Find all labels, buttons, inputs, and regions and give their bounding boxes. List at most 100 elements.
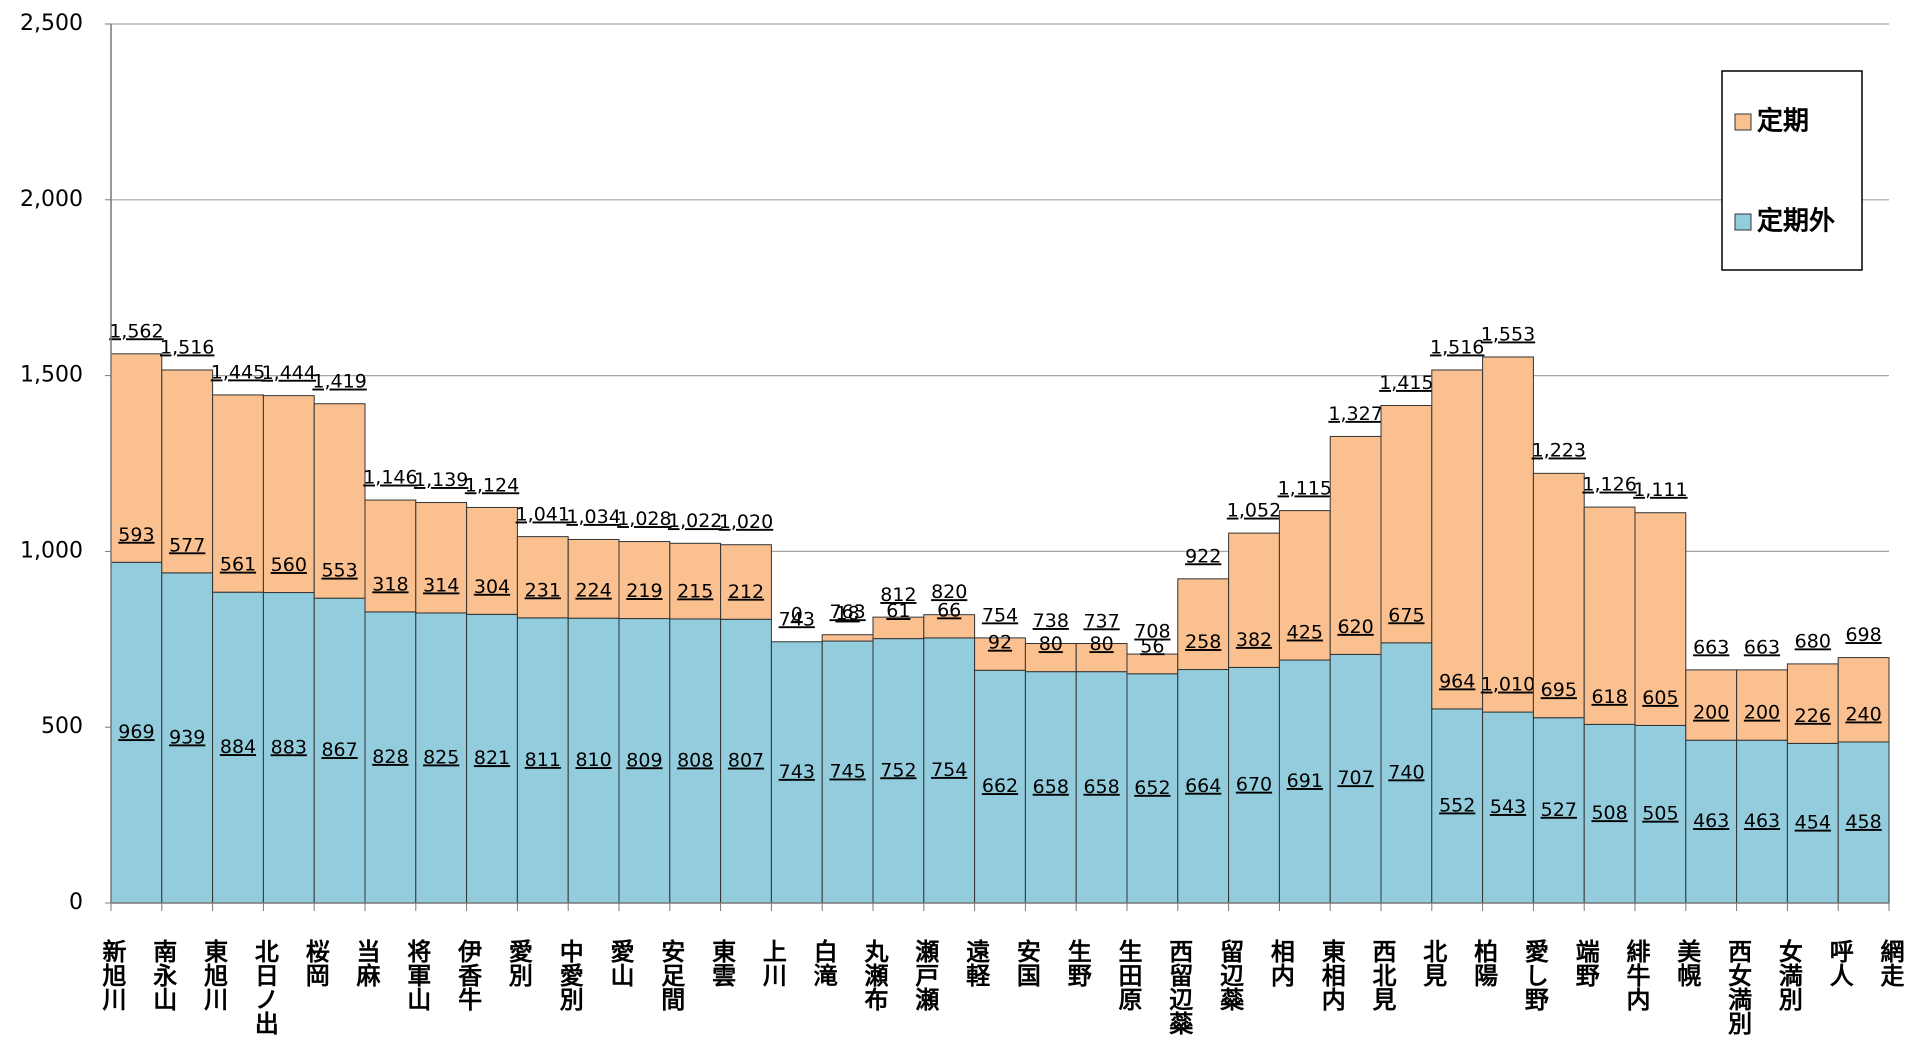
data-label: 828 <box>372 746 408 768</box>
bar-segment <box>1228 666 1280 904</box>
total-label: 1,553 <box>1481 323 1535 345</box>
data-label: 964 <box>1439 670 1475 692</box>
x-tick-label: 網走 <box>1876 939 1904 988</box>
data-label: 463 <box>1693 810 1729 832</box>
bar-segment <box>1532 717 1585 904</box>
legend-label: 定期 <box>1757 106 1809 137</box>
total-label: 1,124 <box>465 474 519 496</box>
bar-segment <box>618 618 671 904</box>
bar-segment <box>415 612 468 904</box>
total-label: 1,115 <box>1278 477 1332 499</box>
data-label: 552 <box>1439 794 1475 816</box>
total-label: 763 <box>829 601 865 623</box>
data-label: 1,010 <box>1481 674 1535 696</box>
data-label: 508 <box>1591 802 1627 824</box>
bar-segment <box>364 611 417 904</box>
bar-segment <box>1583 506 1636 725</box>
data-label: 740 <box>1388 761 1424 783</box>
x-tick-label: 生野 <box>1063 939 1091 988</box>
data-label: 808 <box>677 749 713 771</box>
total-label: 1,444 <box>262 362 316 384</box>
data-label: 810 <box>575 749 611 771</box>
total-label: 1,223 <box>1532 439 1586 461</box>
total-label: 1,445 <box>211 361 265 383</box>
bar-segment <box>313 597 366 904</box>
data-label: 92 <box>988 632 1012 654</box>
x-tick-label: 愛別 <box>504 939 532 988</box>
bar-segment <box>110 561 163 904</box>
data-label: 883 <box>271 736 307 758</box>
bar-segment <box>923 614 976 639</box>
x-tick-label: 生田原 <box>1114 939 1142 1012</box>
legend-box <box>1721 70 1863 271</box>
bar-segment <box>313 403 366 599</box>
data-label: 939 <box>169 726 205 748</box>
data-label: 560 <box>271 554 307 576</box>
data-label: 620 <box>1337 616 1373 638</box>
total-label: 1,516 <box>1430 336 1484 358</box>
bar-segment <box>872 638 925 904</box>
y-tick-label: 2,000 <box>20 187 83 212</box>
data-label: 454 <box>1795 812 1831 834</box>
total-label: 698 <box>1845 624 1881 646</box>
data-label: 219 <box>626 580 662 602</box>
bar-segment <box>669 542 722 620</box>
bar-segment <box>1685 739 1738 904</box>
x-tick-label: 瀬戸瀬 <box>911 939 939 1012</box>
total-label: 1,111 <box>1633 479 1687 501</box>
y-tick-label: 500 <box>41 714 83 739</box>
data-label: 382 <box>1236 629 1272 651</box>
data-label: 200 <box>1693 702 1729 724</box>
bar-segment <box>161 369 214 574</box>
bar-segment <box>1482 356 1534 713</box>
data-label: 543 <box>1490 796 1526 818</box>
bar-segment <box>1736 739 1788 904</box>
data-label: 318 <box>372 573 408 595</box>
total-label: 1,126 <box>1582 474 1636 496</box>
total-label: 738 <box>1033 610 1069 632</box>
data-label: 969 <box>118 721 154 743</box>
x-tick-label: 女満別 <box>1774 938 1802 1012</box>
bar-segment <box>364 499 417 613</box>
data-label: 752 <box>880 759 916 781</box>
x-tick-label: 緋牛内 <box>1622 938 1650 1012</box>
data-label: 215 <box>677 580 713 602</box>
data-label: 425 <box>1287 622 1323 644</box>
bar-segment <box>1177 578 1230 671</box>
data-label: 212 <box>728 581 764 603</box>
data-label: 200 <box>1744 702 1780 724</box>
total-label: 812 <box>880 584 916 606</box>
x-tick-label: 柏陽 <box>1470 939 1498 987</box>
data-label: 743 <box>779 761 815 783</box>
bar-segment <box>1837 741 1890 904</box>
data-label: 707 <box>1337 767 1373 789</box>
data-label: 652 <box>1134 777 1170 799</box>
bar-segment <box>1583 723 1636 904</box>
bar-segment <box>821 640 874 904</box>
bar-segment <box>720 544 772 620</box>
x-tick-label: 北日ノ出 <box>250 939 278 1035</box>
x-tick-label: 愛し野 <box>1520 939 1548 1012</box>
data-label: 618 <box>1591 686 1627 708</box>
total-label: 1,419 <box>312 371 366 393</box>
bar-segment <box>466 613 518 904</box>
bar-segment <box>567 538 620 619</box>
data-label: 224 <box>575 580 611 602</box>
total-label: 1,028 <box>617 508 671 530</box>
data-label: 658 <box>1083 776 1119 798</box>
data-label: 527 <box>1541 799 1577 821</box>
data-label: 80 <box>1039 633 1063 655</box>
data-label: 561 <box>220 554 256 576</box>
y-tick-label: 1,500 <box>20 363 83 388</box>
data-label: 314 <box>423 574 459 596</box>
total-label: 663 <box>1744 636 1780 658</box>
x-tick-label: 西女満別 <box>1724 939 1752 1036</box>
total-label: 737 <box>1083 610 1119 632</box>
x-tick-label: 相内 <box>1266 939 1294 988</box>
bar-segment <box>212 394 264 593</box>
bar-segment <box>720 618 772 904</box>
data-label: 226 <box>1795 705 1831 727</box>
data-label: 56 <box>1140 635 1164 657</box>
x-tick-label: 東雲 <box>708 939 736 988</box>
